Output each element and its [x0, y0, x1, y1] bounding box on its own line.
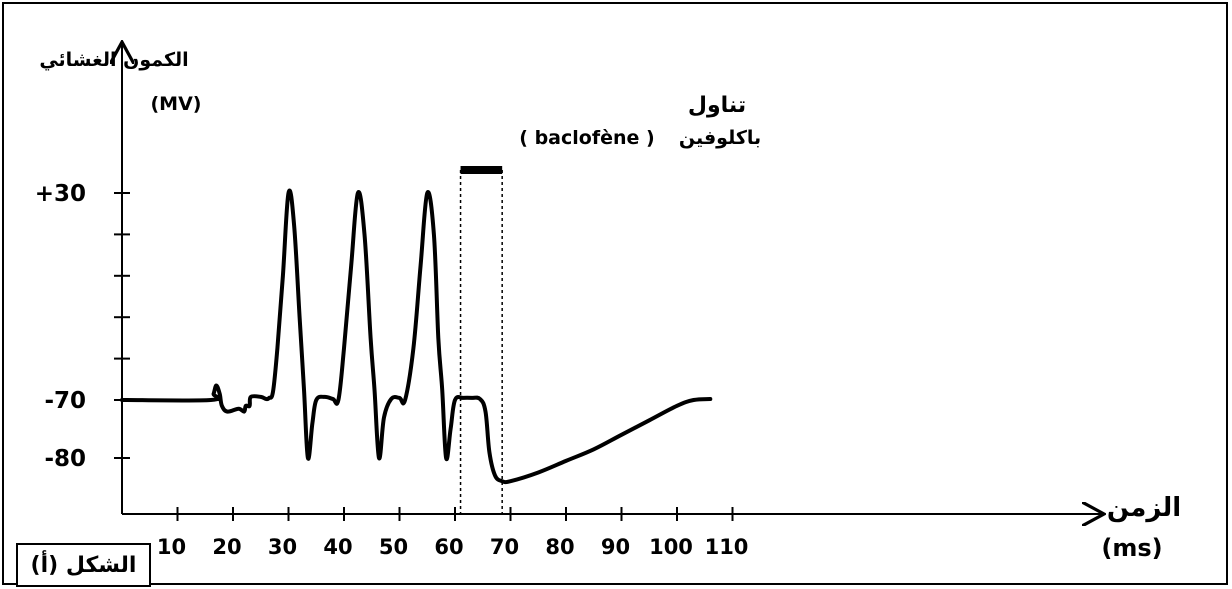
annotation-line2: باكلوفين	[679, 127, 761, 149]
y-axis-title: الكمون الغشائي	[39, 49, 188, 71]
x-tick-label: 90	[601, 535, 630, 559]
chart-svg: 10 20 30 40 50 60 70 80 90 100 110 +30 -70 -80 الكمو…	[4, 4, 1230, 587]
y-tick-label: +30	[35, 181, 86, 207]
x-tick-label: 10	[157, 535, 186, 559]
x-tick-label: 110	[705, 535, 749, 559]
x-tick-label: 70	[490, 535, 519, 559]
annotation-line2-latin: ( baclofène )	[519, 127, 654, 149]
x-tick-label: 60	[434, 535, 463, 559]
annotation-line1: تناول	[688, 93, 746, 118]
x-tick-label: 100	[649, 535, 693, 559]
x-tick-label: 40	[323, 535, 352, 559]
baclofen-annotation	[461, 166, 503, 514]
x-tick-label: 50	[379, 535, 408, 559]
x-tick-label: 30	[268, 535, 297, 559]
x-axis-unit: (ms)	[1101, 534, 1162, 562]
y-tick-label: -80	[44, 446, 86, 472]
y-ticks: +30 -70 -80	[35, 181, 130, 472]
figure-label: الشكل (أ)	[16, 543, 151, 587]
x-axis-title: الزمن	[1107, 493, 1181, 523]
y-axis-unit: (MV)	[151, 93, 202, 115]
x-tick-label: 80	[545, 535, 574, 559]
application-bar	[461, 166, 503, 174]
membrane-potential-trace	[122, 190, 710, 482]
x-tick-label: 20	[212, 535, 241, 559]
y-tick-label: -70	[44, 388, 86, 414]
